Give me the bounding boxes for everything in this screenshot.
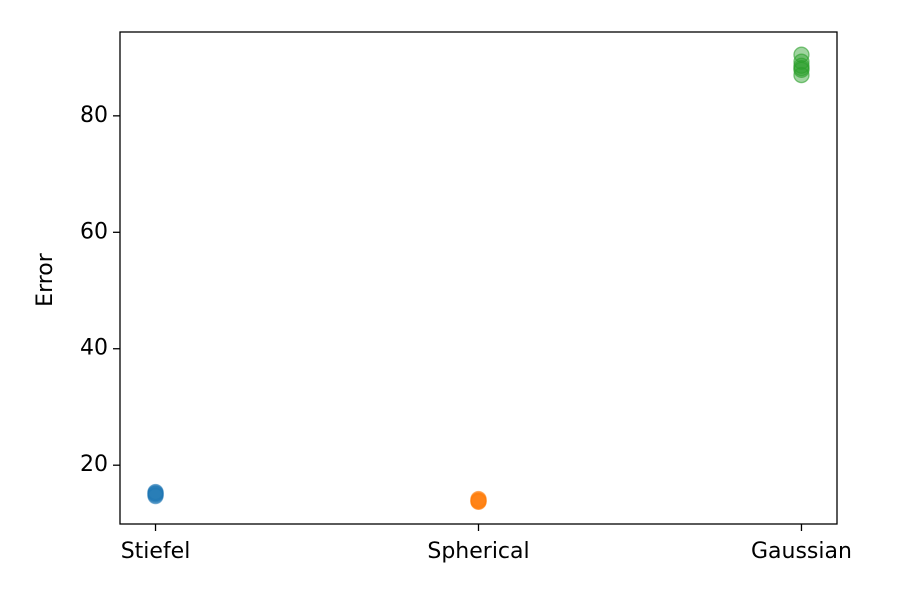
point	[147, 484, 164, 502]
point	[470, 493, 487, 510]
y-tick-label: 80	[80, 103, 108, 128]
point	[793, 53, 810, 70]
y-axis-label: Error	[33, 252, 58, 307]
point	[793, 59, 810, 77]
y-tick-label: 40	[80, 336, 108, 361]
y-tick-label: 60	[80, 219, 108, 244]
y-tick-label: 20	[80, 452, 108, 477]
x-tick-label: Spherical	[427, 539, 529, 564]
x-tick-label: Stiefel	[121, 539, 191, 564]
x-tick-label: Gaussian	[751, 539, 852, 564]
plot-frame	[119, 31, 838, 525]
